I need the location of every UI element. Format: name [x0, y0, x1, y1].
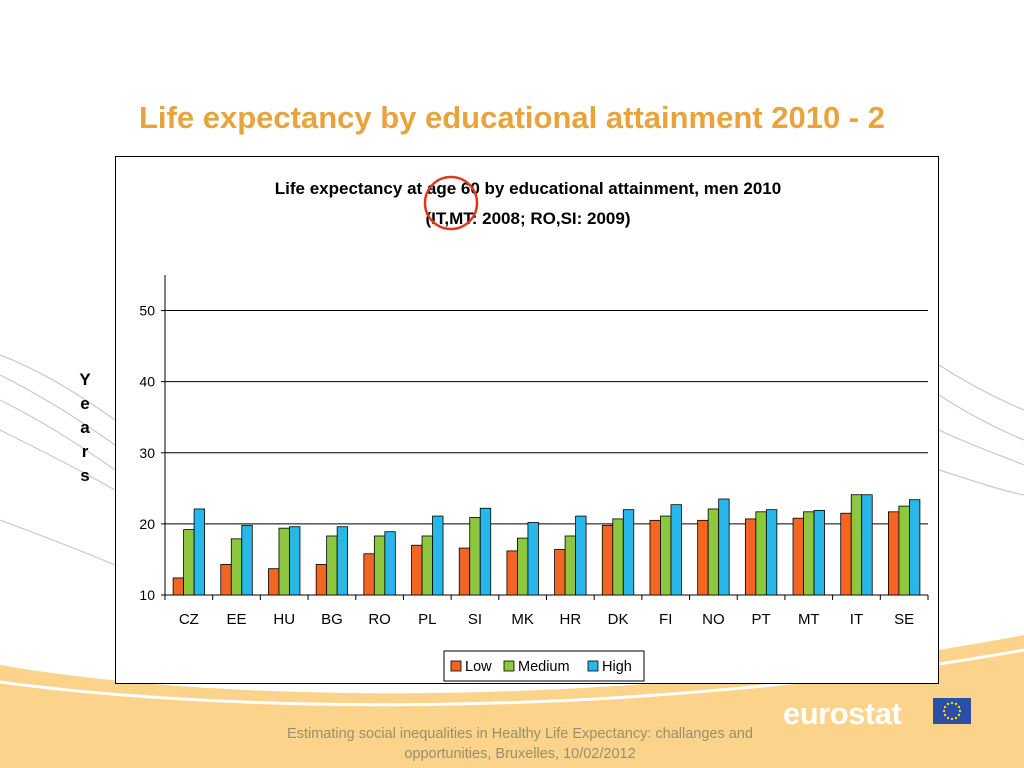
bar-low-hr: [554, 549, 566, 596]
x-tick-label: SI: [468, 611, 482, 628]
bar-medium-mt: [803, 511, 815, 596]
bar-medium-hr: [564, 535, 576, 596]
bar-high-pt: [765, 509, 778, 596]
bar-low-fi: [649, 519, 661, 596]
highlight-circle: [423, 175, 479, 231]
bar-medium-hu: [278, 527, 290, 596]
bar-low-it: [840, 512, 852, 596]
bar-high-no: [718, 498, 730, 596]
bar-low-hu: [268, 568, 280, 596]
bar-high-hu: [289, 526, 301, 596]
bar-high-fi: [670, 504, 682, 596]
legend-label-medium: Medium: [518, 659, 570, 675]
bar-low-mk: [506, 550, 518, 596]
x-tick-label: HU: [273, 611, 295, 628]
bar-low-dk: [601, 524, 614, 596]
bar-low-mt: [792, 517, 804, 596]
legend-swatch-high: [587, 660, 599, 672]
bar-low-ee: [220, 564, 232, 596]
x-tick-label: HR: [560, 611, 582, 628]
bar-medium-bg: [326, 535, 338, 596]
legend-label-low: Low: [465, 659, 492, 675]
bar-medium-it: [850, 494, 863, 596]
x-tick-label: PT: [752, 611, 771, 628]
bar-medium-pl: [421, 535, 433, 596]
bar-low-pt: [744, 518, 757, 596]
bar-high-bg: [336, 526, 349, 596]
bar-high-pl: [432, 515, 444, 596]
legend-swatch-medium: [503, 660, 515, 672]
bar-low-pl: [411, 544, 423, 596]
x-tick-label: PL: [418, 611, 436, 628]
bar-medium-si: [469, 517, 481, 596]
bar-high-dk: [622, 509, 635, 596]
bar-high-it: [861, 494, 873, 596]
bar-medium-mk: [517, 537, 529, 596]
bar-medium-ro: [373, 535, 386, 596]
bar-low-bg: [315, 564, 328, 596]
footer-line1: Estimating social inequalities in Health…: [287, 726, 753, 742]
bar-high-si: [479, 507, 492, 596]
footer-line2: opportunities, Bruxelles, 10/02/2012: [404, 746, 636, 762]
bar-medium-se: [898, 505, 910, 596]
bar-low-cz: [172, 577, 184, 596]
bar-high-ee: [241, 524, 253, 596]
bar-medium-cz: [183, 529, 195, 596]
bar-high-mt: [813, 509, 825, 596]
y-tick-label: 40: [139, 374, 155, 390]
x-tick-label: CZ: [179, 611, 199, 628]
y-tick-label: 50: [139, 303, 155, 319]
x-tick-label: DK: [608, 611, 629, 628]
bar-high-hr: [575, 515, 587, 596]
bar-high-se: [909, 499, 921, 596]
bar-medium-ee: [230, 538, 243, 596]
legend-box: [443, 650, 645, 682]
bar-high-ro: [384, 531, 396, 596]
bar-medium-no: [707, 508, 720, 596]
legend-label-high: High: [602, 659, 632, 675]
x-tick-label: EE: [227, 611, 247, 628]
x-tick-label: IT: [850, 611, 863, 628]
bar-high-cz: [193, 508, 205, 596]
bar-chart: Life expectancy at age 60 by educational…: [139, 175, 929, 682]
bar-low-ro: [363, 553, 375, 596]
x-tick-label: RO: [368, 611, 391, 628]
y-axis-label: Years: [79, 370, 91, 485]
bar-low-no: [697, 519, 709, 596]
y-tick-label: 10: [139, 587, 155, 603]
eu-flag-icon: [933, 698, 971, 724]
bar-high-mk: [527, 522, 539, 596]
footer-text: Estimating social inequalities in Health…: [230, 724, 810, 764]
bar-low-se: [888, 511, 900, 596]
x-tick-label: NO: [702, 611, 725, 628]
x-tick-label: BG: [321, 611, 343, 628]
bar-medium-dk: [612, 518, 624, 596]
chart-title-line1: Life expectancy at age 60 by educational…: [275, 179, 781, 198]
y-tick-label: 30: [139, 445, 155, 461]
chart-frame: Life expectancy at age 60 by educational…: [115, 156, 939, 684]
x-tick-label: FI: [659, 611, 672, 628]
bar-medium-fi: [660, 515, 672, 596]
slide-title: Life expectancy by educational attainmen…: [139, 100, 885, 135]
x-tick-label: SE: [894, 611, 914, 628]
y-tick-label: 20: [139, 516, 155, 532]
legend-swatch-low: [450, 660, 462, 672]
eurostat-logo: eurostat: [783, 696, 902, 731]
chart-title-line2: (IT,MT: 2008; RO,SI: 2009): [425, 209, 630, 228]
x-tick-label: MK: [511, 611, 534, 628]
x-tick-label: MT: [798, 611, 820, 628]
bar-medium-pt: [755, 511, 767, 596]
bar-low-si: [458, 547, 471, 596]
